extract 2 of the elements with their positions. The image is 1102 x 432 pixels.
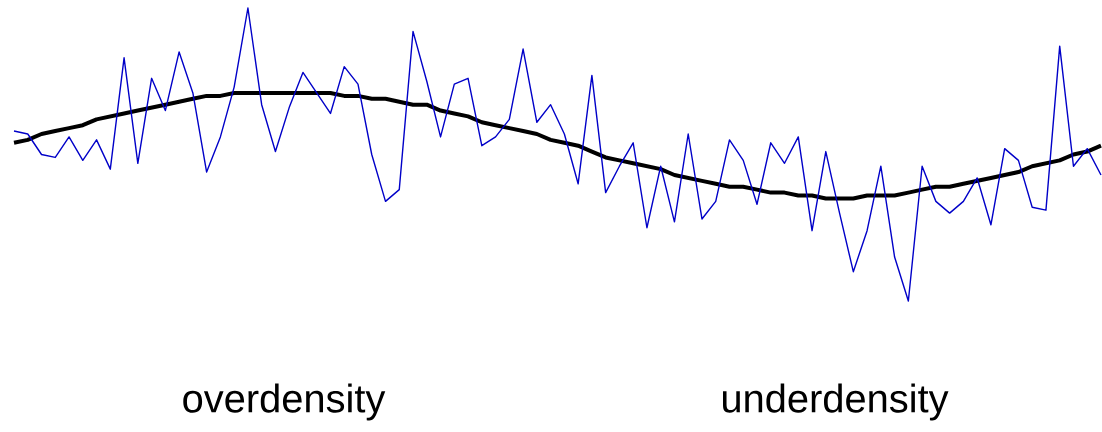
text: underdensity (723, 383, 949, 421)
text: overdensity (183, 383, 386, 421)
